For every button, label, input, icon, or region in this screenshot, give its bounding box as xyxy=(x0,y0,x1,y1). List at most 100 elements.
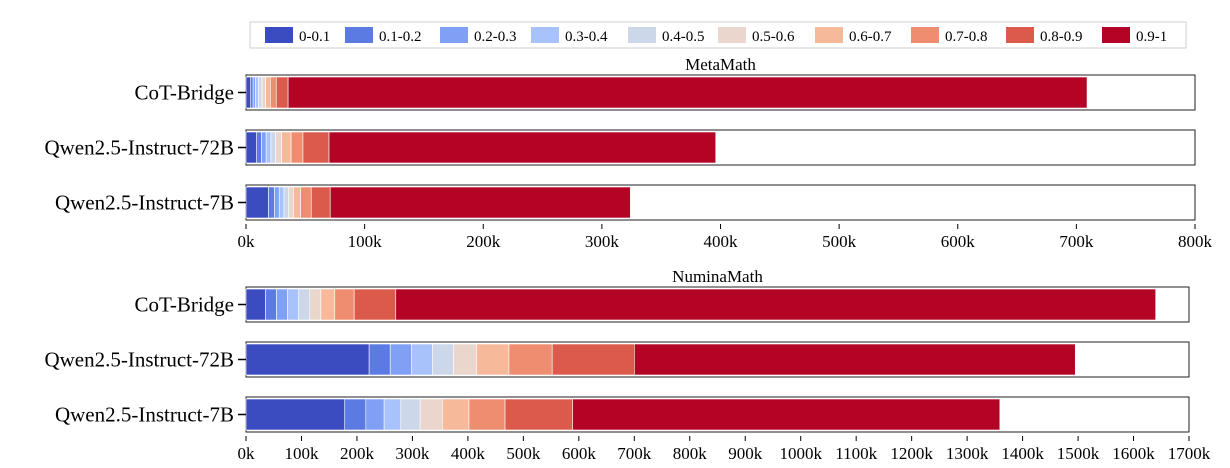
legend-swatch-0-9-1 xyxy=(1102,27,1130,43)
bar-segment-cot-bridge-0-3-0-4 xyxy=(287,288,299,321)
x-tick-label-400k: 400k xyxy=(704,232,739,251)
panel-title: NuminaMath xyxy=(672,267,763,286)
bar-segment-qwen2-5-instruct-72b-0-1-0-2 xyxy=(368,343,391,376)
legend-swatch-0-6-0-7 xyxy=(815,27,843,43)
bar-segment-cot-bridge-0-7-0-8 xyxy=(334,288,355,321)
category-label-qwen2-5-instruct-72b: Qwen2.5-Instruct-72B xyxy=(44,136,234,160)
legend-label-0-3-0-4: 0.3-0.4 xyxy=(565,29,608,45)
category-label-qwen2-5-instruct-7b: Qwen2.5-Instruct-7B xyxy=(55,403,234,427)
bar-segment-qwen2-5-instruct-7b-0-1-0-2 xyxy=(268,186,275,219)
category-label-qwen2-5-instruct-72b: Qwen2.5-Instruct-72B xyxy=(44,348,234,372)
bar-segment-qwen2-5-instruct-72b-0-2-0-3 xyxy=(389,343,412,376)
bar-segment-qwen2-5-instruct-7b-0-7-0-8 xyxy=(468,398,506,431)
bar-segment-qwen2-5-instruct-7b-0-5-0-6 xyxy=(419,398,443,431)
bar-segment-cot-bridge-0-6-0-7 xyxy=(320,288,336,321)
bar-segment-qwen2-5-instruct-7b-0-1-0-2 xyxy=(344,398,367,431)
bar-segment-qwen2-5-instruct-7b-0-0-1 xyxy=(245,398,346,431)
bar-segment-qwen2-5-instruct-72b-0-4-0-5 xyxy=(270,131,276,164)
legend-label-0-4-0-5: 0.4-0.5 xyxy=(662,29,705,45)
legend-swatch-0-1-0-2 xyxy=(345,27,373,43)
bar-segment-qwen2-5-instruct-7b-0-4-0-5 xyxy=(400,398,421,431)
bar-segment-qwen2-5-instruct-72b-0-5-0-6 xyxy=(453,343,478,376)
bar-segment-qwen2-5-instruct-72b-0-8-0-9 xyxy=(302,131,330,164)
x-tick-label-800k: 800k xyxy=(1178,232,1213,251)
x-tick-label-300k: 300k xyxy=(395,444,430,463)
bar-segment-qwen2-5-instruct-72b-0-7-0-8 xyxy=(508,343,553,376)
bar-segment-qwen2-5-instruct-72b-0-9-1 xyxy=(328,131,717,164)
x-tick-label-700k: 700k xyxy=(1059,232,1094,251)
bar-segment-cot-bridge-0-5-0-6 xyxy=(309,288,322,321)
x-tick-label-400k: 400k xyxy=(451,444,486,463)
x-tick-label-200k: 200k xyxy=(466,232,501,251)
legend-label-0-9-1: 0.9-1 xyxy=(1136,29,1167,45)
legend-swatch-0-4-0-5 xyxy=(628,27,656,43)
bar-segment-qwen2-5-instruct-7b-0-6-0-7 xyxy=(293,186,301,219)
x-tick-label-1300k: 1300k xyxy=(946,444,989,463)
bar-segment-cot-bridge-0-2-0-3 xyxy=(276,288,288,321)
bar-segment-cot-bridge-0-5-0-6 xyxy=(261,76,266,109)
category-label-cot-bridge: CoT-Bridge xyxy=(134,293,234,317)
bar-segment-qwen2-5-instruct-72b-0-9-1 xyxy=(633,343,1076,376)
x-tick-label-0k: 0k xyxy=(238,444,256,463)
x-tick-label-1100k: 1100k xyxy=(835,444,877,463)
legend-swatch-0-3-0-4 xyxy=(531,27,559,43)
bar-segment-cot-bridge-0-6-0-7 xyxy=(265,76,271,109)
x-tick-label-1500k: 1500k xyxy=(1057,444,1100,463)
bar-segment-qwen2-5-instruct-72b-0-0-1 xyxy=(245,131,257,164)
bar-segment-qwen2-5-instruct-72b-0-8-0-9 xyxy=(551,343,635,376)
bar-segment-cot-bridge-0-8-0-9 xyxy=(275,76,289,109)
bar-segment-qwen2-5-instruct-7b-0-5-0-6 xyxy=(288,186,294,219)
x-tick-label-0k: 0k xyxy=(238,232,256,251)
bar-segment-qwen2-5-instruct-72b-0-4-0-5 xyxy=(432,343,454,376)
bar-segment-qwen2-5-instruct-7b-0-4-0-5 xyxy=(283,186,290,219)
legend-swatch-0-8-0-9 xyxy=(1006,27,1034,43)
bar-segment-cot-bridge-0-2-0-3 xyxy=(252,76,256,109)
x-tick-label-500k: 500k xyxy=(822,232,857,251)
category-label-qwen2-5-instruct-7b: Qwen2.5-Instruct-7B xyxy=(55,191,234,215)
x-tick-label-200k: 200k xyxy=(340,444,375,463)
x-tick-label-1200k: 1200k xyxy=(890,444,933,463)
legend-label-0-6-0-7: 0.6-0.7 xyxy=(849,29,892,45)
legend-swatch-0-7-0-8 xyxy=(911,27,939,43)
bar-segment-qwen2-5-instruct-72b-0-1-0-2 xyxy=(256,131,262,164)
bar-segment-qwen2-5-instruct-7b-0-6-0-7 xyxy=(442,398,470,431)
bar-segment-cot-bridge-0-0-1 xyxy=(245,76,252,109)
bar-segment-cot-bridge-0-0-1 xyxy=(245,288,266,321)
bar-segment-qwen2-5-instruct-7b-0-2-0-3 xyxy=(365,398,385,431)
panel-title: MetaMath xyxy=(685,55,756,74)
x-tick-label-800k: 800k xyxy=(673,444,708,463)
category-label-cot-bridge: CoT-Bridge xyxy=(134,81,234,105)
x-tick-label-600k: 600k xyxy=(562,444,597,463)
bar-segment-cot-bridge-0-3-0-4 xyxy=(255,76,259,109)
x-tick-label-900k: 900k xyxy=(728,444,763,463)
bar-segment-qwen2-5-instruct-72b-0-7-0-8 xyxy=(290,131,304,164)
x-tick-label-700k: 700k xyxy=(617,444,652,463)
legend-label-0-1-0-2: 0.1-0.2 xyxy=(379,29,422,45)
x-tick-label-600k: 600k xyxy=(941,232,976,251)
bar-segment-cot-bridge-0-1-0-2 xyxy=(250,76,254,109)
legend-swatch-0-2-0-3 xyxy=(440,27,468,43)
x-tick-label-1700k: 1700k xyxy=(1168,444,1211,463)
numinamath-panel: NuminaMath CoT-Bridge Qwen2.5-Instruct-72B… xyxy=(44,267,1210,463)
x-tick-label-1400k: 1400k xyxy=(1001,444,1044,463)
bar-segment-qwen2-5-instruct-7b-0-0-1 xyxy=(245,186,269,219)
x-tick-label-1600k: 1600k xyxy=(1112,444,1155,463)
bar-segment-qwen2-5-instruct-7b-0-7-0-8 xyxy=(300,186,312,219)
bar-segment-cot-bridge-0-9-1 xyxy=(287,76,1088,109)
bar-segment-qwen2-5-instruct-7b-0-9-1 xyxy=(572,398,1001,431)
bar-segment-cot-bridge-0-7-0-8 xyxy=(270,76,277,109)
legend-swatch-0-0-1 xyxy=(265,27,293,43)
x-tick-label-100k: 100k xyxy=(348,232,383,251)
bar-segment-qwen2-5-instruct-72b-0-3-0-4 xyxy=(411,343,433,376)
bar-segment-qwen2-5-instruct-7b-0-8-0-9 xyxy=(310,186,331,219)
bar-segment-qwen2-5-instruct-7b-0-9-1 xyxy=(329,186,631,219)
bar-segment-qwen2-5-instruct-72b-0-2-0-3 xyxy=(261,131,267,164)
bar-segment-qwen2-5-instruct-7b-0-2-0-3 xyxy=(274,186,280,219)
bar-segment-cot-bridge-0-4-0-5 xyxy=(258,76,263,109)
legend: 0-0.1 0.1-0.2 0.2-0.3 0.3-0.4 0.4-0.5 0.5-0.6… xyxy=(249,21,1187,49)
bar-segment-cot-bridge-0-1-0-2 xyxy=(265,288,277,321)
bar-segment-qwen2-5-instruct-7b-0-8-0-9 xyxy=(504,398,574,431)
bar-segment-cot-bridge-0-9-1 xyxy=(395,288,1157,321)
x-tick-label-500k: 500k xyxy=(506,444,541,463)
